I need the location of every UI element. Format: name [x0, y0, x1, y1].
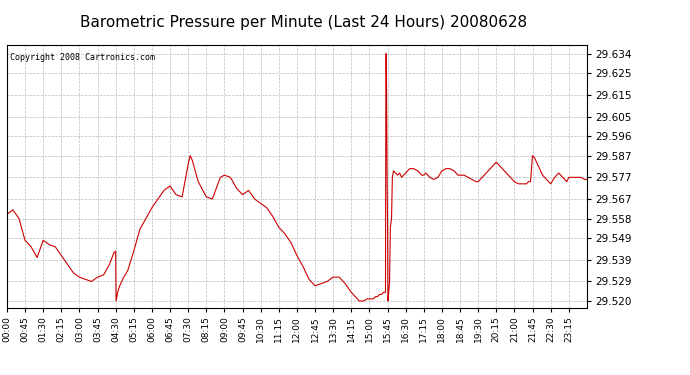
Text: Barometric Pressure per Minute (Last 24 Hours) 20080628: Barometric Pressure per Minute (Last 24 …	[80, 15, 527, 30]
Text: Copyright 2008 Cartronics.com: Copyright 2008 Cartronics.com	[10, 53, 155, 62]
